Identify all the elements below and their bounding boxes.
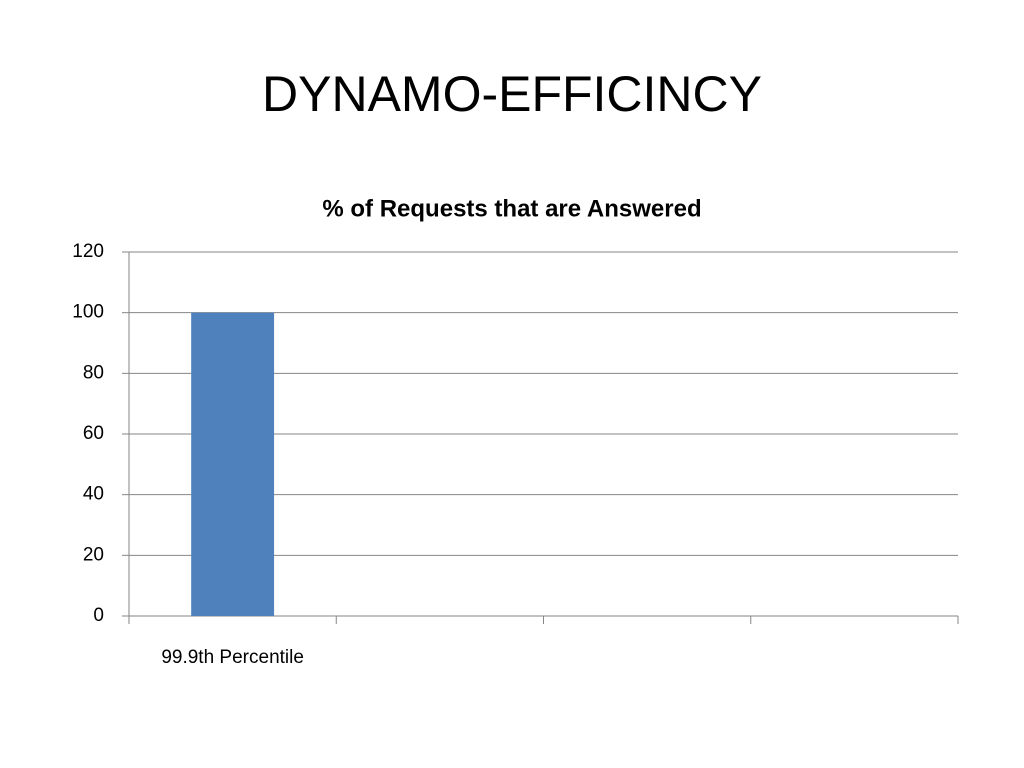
y-tick-label: 0 bbox=[93, 605, 104, 626]
y-tick-label: 40 bbox=[83, 484, 104, 505]
chart-title: % of Requests that are Answered bbox=[322, 195, 701, 222]
y-tick-label: 120 bbox=[72, 241, 104, 262]
slide-title: DYNAMO-EFFICINCY bbox=[262, 66, 762, 122]
y-tick-label: 100 bbox=[72, 302, 104, 323]
y-tick-label: 60 bbox=[83, 423, 104, 444]
y-tick-label: 80 bbox=[83, 362, 104, 383]
bar bbox=[191, 312, 275, 616]
y-tick-label: 20 bbox=[83, 544, 104, 565]
x-tick-label: 99.9th Percentile bbox=[161, 647, 304, 668]
